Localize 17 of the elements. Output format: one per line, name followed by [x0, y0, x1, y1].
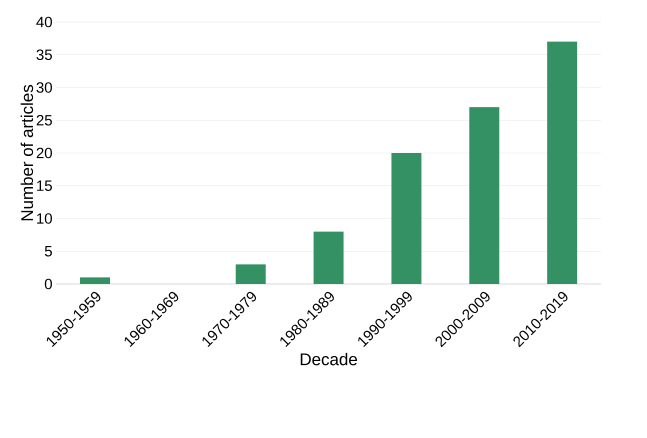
- y-tick-label: 5: [44, 246, 52, 256]
- y-tick-label: 15: [37, 180, 52, 191]
- bar: [547, 42, 578, 284]
- bar: [391, 152, 422, 284]
- y-tick-label: 20: [36, 148, 52, 158]
- bar: [80, 277, 110, 284]
- y-axis-title: Number of articles: [20, 84, 34, 220]
- y-tick-label: 35: [36, 49, 52, 60]
- y-tick-label: 40: [36, 16, 52, 28]
- y-tick-label: 10: [37, 213, 52, 224]
- bar: [314, 232, 344, 284]
- y-tick-label: 30: [36, 82, 52, 93]
- y-tick-label: 0: [44, 278, 52, 290]
- bar: [469, 107, 500, 284]
- x-axis-title: Decade: [300, 352, 358, 366]
- y-tick-label: 25: [36, 114, 52, 126]
- bar: [236, 264, 266, 284]
